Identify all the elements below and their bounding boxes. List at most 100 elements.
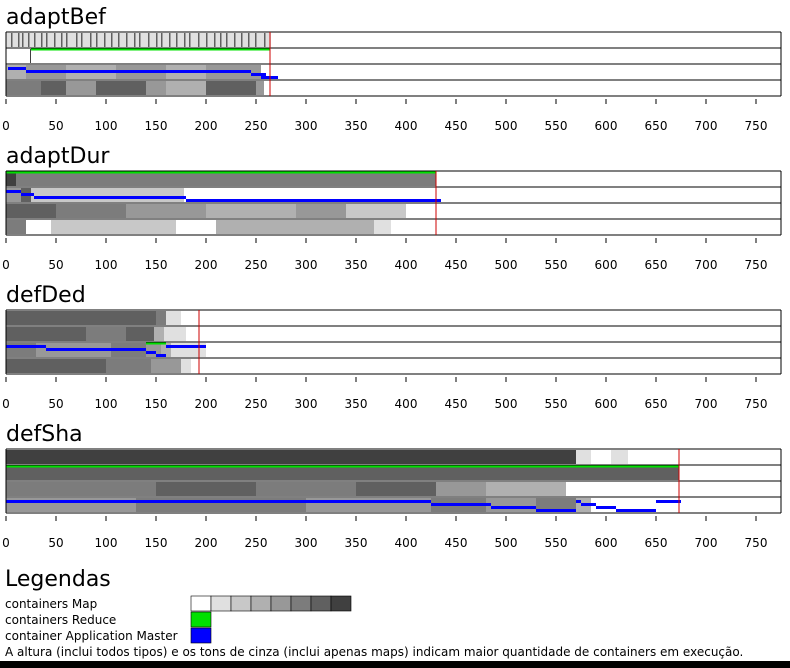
tick-label: 150 bbox=[145, 119, 168, 133]
map-segment bbox=[16, 172, 436, 186]
tick-label: 600 bbox=[595, 119, 618, 133]
tick-label: 450 bbox=[445, 536, 468, 550]
map-segment bbox=[66, 81, 96, 95]
legend-swatch-reduce bbox=[190, 611, 212, 628]
map-segment bbox=[90, 33, 92, 47]
map-segment bbox=[126, 33, 128, 47]
app-master-segment bbox=[6, 190, 21, 193]
tick-label: 100 bbox=[95, 536, 118, 550]
legend-title: Legendas bbox=[5, 567, 111, 592]
map-segment bbox=[486, 482, 566, 496]
tick-label: 300 bbox=[295, 397, 318, 411]
map-segment bbox=[96, 33, 98, 47]
map-segment bbox=[6, 81, 41, 95]
map-segment bbox=[30, 49, 32, 63]
tick-label: 200 bbox=[195, 258, 218, 272]
map-segment bbox=[31, 188, 184, 202]
tick-label: 350 bbox=[345, 397, 368, 411]
row-background bbox=[6, 310, 781, 326]
map-segment bbox=[206, 204, 296, 218]
legend-swatch-map bbox=[270, 595, 292, 612]
reduce-segment bbox=[6, 465, 679, 468]
map-segment bbox=[36, 359, 106, 373]
tick-label: 350 bbox=[345, 536, 368, 550]
map-segment bbox=[536, 498, 576, 512]
map-segment bbox=[26, 220, 51, 234]
tick-label: 100 bbox=[95, 119, 118, 133]
tick-label: 500 bbox=[495, 397, 518, 411]
app-master-segment bbox=[251, 73, 266, 76]
map-segment bbox=[6, 204, 56, 218]
tick-label: 700 bbox=[695, 258, 718, 272]
map-segment bbox=[66, 33, 68, 47]
tick-label: 50 bbox=[48, 258, 63, 272]
map-segment bbox=[6, 482, 156, 496]
map-segment bbox=[86, 327, 126, 341]
tick-label: 200 bbox=[195, 397, 218, 411]
panel-title: adaptBef bbox=[6, 5, 107, 30]
legend-swatch-map bbox=[190, 595, 212, 612]
tick-label: 400 bbox=[395, 397, 418, 411]
app-master-segment bbox=[46, 348, 146, 351]
map-segment bbox=[166, 81, 206, 95]
map-segment bbox=[6, 172, 16, 186]
map-segment bbox=[176, 33, 178, 47]
map-segment bbox=[6, 327, 46, 341]
tick-label: 400 bbox=[395, 258, 418, 272]
tick-label: 50 bbox=[48, 119, 63, 133]
tick-label: 250 bbox=[245, 258, 268, 272]
map-segment bbox=[346, 204, 406, 218]
tick-label: 250 bbox=[245, 397, 268, 411]
row-background bbox=[6, 358, 781, 374]
map-segment bbox=[226, 33, 228, 47]
map-segment bbox=[51, 220, 176, 234]
tick-label: 500 bbox=[495, 258, 518, 272]
tick-label: 0 bbox=[2, 119, 10, 133]
app-master-segment bbox=[6, 500, 431, 503]
map-segment bbox=[256, 482, 356, 496]
tick-label: 550 bbox=[545, 397, 568, 411]
map-segment bbox=[184, 188, 442, 202]
map-segment bbox=[161, 343, 171, 357]
tick-label: 750 bbox=[745, 536, 768, 550]
map-segment bbox=[156, 482, 256, 496]
map-segment bbox=[181, 359, 191, 373]
tick-label: 250 bbox=[245, 536, 268, 550]
tick-label: 350 bbox=[345, 119, 368, 133]
map-segment bbox=[31, 49, 270, 63]
map-segment bbox=[169, 33, 171, 47]
tick-label: 150 bbox=[145, 397, 168, 411]
reduce-segment bbox=[146, 342, 166, 345]
map-segment bbox=[220, 33, 222, 47]
tick-label: 650 bbox=[645, 258, 668, 272]
tick-label: 700 bbox=[695, 119, 718, 133]
map-segment bbox=[22, 33, 24, 47]
tick-label: 700 bbox=[695, 536, 718, 550]
app-master-segment bbox=[6, 345, 46, 348]
reduce-segment bbox=[6, 171, 436, 174]
map-segment bbox=[6, 450, 576, 464]
legend-label: container Application Master bbox=[5, 629, 178, 643]
tick-label: 750 bbox=[745, 258, 768, 272]
app-master-segment bbox=[581, 503, 596, 506]
map-segment bbox=[198, 33, 200, 47]
tick-label: 500 bbox=[495, 119, 518, 133]
map-segment bbox=[241, 33, 243, 47]
map-segment bbox=[616, 482, 646, 496]
map-segment bbox=[139, 33, 141, 47]
map-segment bbox=[6, 33, 271, 47]
tick-label: 0 bbox=[2, 397, 10, 411]
map-segment bbox=[11, 33, 13, 47]
reduce-segment bbox=[31, 48, 270, 51]
tick-label: 200 bbox=[195, 536, 218, 550]
tick-label: 450 bbox=[445, 119, 468, 133]
tick-label: 650 bbox=[645, 119, 668, 133]
panel-title: defDed bbox=[6, 283, 86, 308]
panel-title: adaptDur bbox=[6, 144, 110, 169]
tick-label: 100 bbox=[95, 397, 118, 411]
map-segment bbox=[256, 81, 264, 95]
map-segment bbox=[156, 311, 166, 325]
app-master-segment bbox=[536, 509, 576, 512]
map-segment bbox=[374, 220, 391, 234]
app-master-segment bbox=[146, 351, 156, 354]
